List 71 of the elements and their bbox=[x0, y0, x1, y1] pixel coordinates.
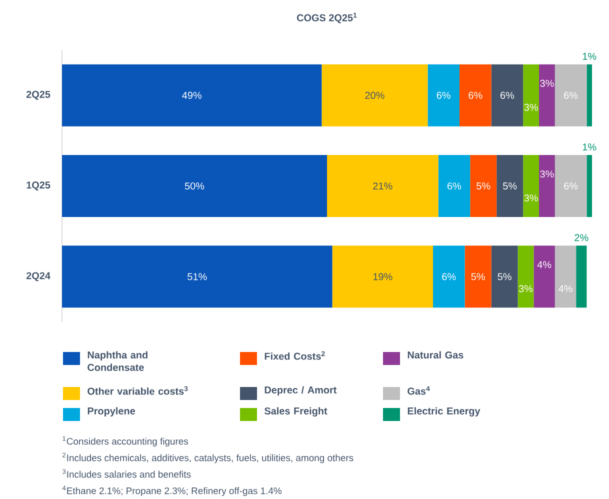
bar bbox=[322, 64, 428, 126]
legend-label: Gas$^{4}$ bbox=[408, 386, 430, 395]
y-tick-label: 2Q24 bbox=[26, 272, 50, 282]
text: $^{3}$Includes salaries and benefits bbox=[62, 469, 191, 478]
data-label: 4% bbox=[537, 261, 552, 268]
bar bbox=[464, 246, 492, 308]
data-label: 6% bbox=[436, 92, 450, 99]
data-label: 3% bbox=[524, 104, 538, 111]
legend-label: Deprec / Amort bbox=[264, 386, 337, 396]
bar bbox=[332, 246, 434, 308]
legend-label: Naphtha and Condensate bbox=[88, 351, 148, 371]
data-label: 6% bbox=[564, 92, 578, 99]
bar bbox=[523, 64, 540, 126]
data-label: 5% bbox=[476, 182, 490, 190]
data-label: 3% bbox=[524, 194, 538, 202]
bar bbox=[576, 246, 587, 308]
legend-label: Sales Freight bbox=[264, 407, 328, 417]
data-label: 49% bbox=[182, 92, 202, 99]
bar bbox=[554, 154, 587, 217]
bar bbox=[539, 154, 555, 217]
bar bbox=[534, 246, 555, 308]
bar bbox=[62, 64, 322, 126]
data-label: 2% bbox=[574, 234, 588, 242]
legend-label: Natural Gas bbox=[408, 351, 464, 359]
data-label: 6% bbox=[468, 92, 482, 99]
data-label: 6% bbox=[448, 182, 462, 190]
legend-label: Other variable costs$^{3}$ bbox=[88, 386, 188, 395]
data-label: 3% bbox=[540, 80, 554, 87]
text: $^{2}$Includes chemicals, additives, catalysts, fuels, utilities, among others bbox=[62, 452, 354, 464]
data-label: 5% bbox=[503, 182, 517, 190]
bar bbox=[327, 154, 438, 217]
bar bbox=[496, 154, 524, 217]
legend-label: Propylene bbox=[88, 407, 136, 416]
bar bbox=[554, 64, 587, 126]
bar bbox=[62, 246, 332, 308]
bar bbox=[470, 154, 497, 217]
y-tick-label: 2Q25 bbox=[26, 90, 50, 100]
bar bbox=[62, 154, 328, 217]
data-label: 1% bbox=[582, 144, 596, 150]
data-label: 4% bbox=[558, 285, 572, 292]
text: $^{1}$Considers accounting figures bbox=[62, 436, 188, 447]
bar bbox=[438, 154, 470, 217]
data-label: 5% bbox=[498, 273, 512, 280]
data-label: 51% bbox=[188, 273, 207, 280]
data-label: 6% bbox=[500, 92, 514, 99]
bar bbox=[523, 154, 540, 217]
data-label: 6% bbox=[564, 182, 578, 190]
data-label: 1% bbox=[582, 52, 596, 60]
data-label: 50% bbox=[184, 182, 204, 190]
bar bbox=[586, 64, 592, 126]
legend-label: Electric Energy bbox=[408, 407, 480, 417]
data-label: 6% bbox=[442, 273, 456, 280]
data-label: 3% bbox=[518, 285, 533, 292]
bar bbox=[518, 246, 534, 308]
data-label: 20% bbox=[365, 92, 384, 99]
bar bbox=[433, 246, 465, 308]
bar bbox=[586, 154, 592, 217]
bar bbox=[460, 64, 492, 126]
text: $^{4}$Ethane 2.1%; Propane 2.3%; Refinery off-gas 1.4% bbox=[62, 486, 282, 496]
legend-label: Fixed Costs$^{2}$ bbox=[264, 351, 325, 360]
bar bbox=[491, 246, 518, 308]
bar bbox=[491, 64, 524, 126]
bar bbox=[428, 64, 460, 126]
data-label: 19% bbox=[373, 273, 392, 280]
chart-title: COGS 2Q25$^{1}$ bbox=[296, 12, 357, 24]
data-label: 5% bbox=[471, 273, 485, 280]
data-label: 21% bbox=[373, 182, 392, 190]
bar bbox=[554, 246, 576, 308]
y-tick-label: 1Q25 bbox=[26, 182, 50, 190]
data-label: 3% bbox=[540, 170, 554, 178]
bar bbox=[539, 64, 555, 126]
